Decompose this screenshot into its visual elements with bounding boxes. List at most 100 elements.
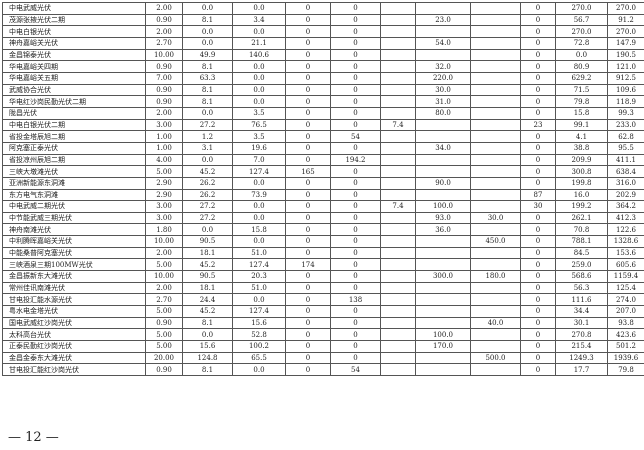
value-cell (380, 258, 416, 272)
value-cell: 34.0 (415, 141, 471, 155)
value-cell (470, 48, 521, 62)
station-name-cell: 武威协合光伏 (2, 83, 146, 97)
value-cell (380, 188, 416, 202)
value-cell: 0 (520, 13, 556, 27)
value-cell: 8.1 (182, 95, 233, 108)
table-row: 太科高台光伏 5.00 0.0 52.8 0 0 100.0 0 270.8 423.6 (2, 328, 644, 342)
value-cell: 30.0 (415, 83, 471, 97)
station-name-cell: 中电武威光伏 (2, 2, 146, 15)
value-cell (380, 2, 416, 15)
value-cell: 138 (330, 293, 381, 307)
value-cell: 19.6 (232, 141, 286, 155)
station-name-cell: 金昌金泰东大滩光伏 (2, 351, 146, 365)
value-cell: 1939.6 (607, 351, 644, 365)
value-cell: 0.0 (232, 363, 286, 376)
value-cell: 153.6 (607, 246, 644, 260)
value-cell: 0.90 (145, 316, 183, 330)
value-cell: 79.8 (607, 363, 644, 376)
value-cell: 300.8 (555, 165, 608, 178)
value-cell: 199.8 (555, 176, 608, 190)
value-cell: 65.5 (232, 351, 286, 365)
value-cell: 274.0 (607, 293, 644, 307)
value-cell (380, 246, 416, 260)
value-cell (470, 71, 521, 85)
value-cell: 300.0 (415, 270, 471, 283)
value-cell (470, 293, 521, 307)
value-cell: 1.00 (145, 130, 183, 143)
value-cell: 1.00 (145, 141, 183, 155)
value-cell: 0 (330, 141, 381, 155)
value-cell: 0 (520, 351, 556, 365)
value-cell: 127.4 (232, 165, 286, 178)
value-cell: 8.1 (182, 60, 233, 73)
value-cell: 15.8 (555, 106, 608, 120)
value-cell (380, 36, 416, 50)
value-cell: 0 (285, 141, 331, 155)
value-cell: 0.0 (182, 223, 233, 237)
table-row: 国电武威红沙岗光伏 0.90 8.1 15.6 0 0 40.0 0 30.1 93.8 (2, 316, 644, 330)
value-cell: 0 (330, 25, 381, 38)
page-number: — 12 — (8, 430, 59, 445)
value-cell: 0 (285, 235, 331, 248)
value-cell: 0 (520, 165, 556, 178)
value-cell (380, 340, 416, 353)
value-cell: 0 (285, 211, 331, 225)
table-row: 三峡大墩滩光伏 5.00 45.2 127.4 165 0 0 300.8 638.4 (2, 165, 644, 178)
value-cell: 0 (285, 2, 331, 15)
value-cell: 412.3 (607, 211, 644, 225)
table-row: 中电白银光伏 2.00 0.0 0.0 0 0 0 270.0 270.0 (2, 25, 644, 38)
value-cell (380, 281, 416, 295)
value-cell: 90.0 (415, 176, 471, 190)
value-cell (380, 13, 416, 27)
value-cell: 0 (520, 130, 556, 143)
value-cell: 26.2 (182, 176, 233, 190)
value-cell: 10.00 (145, 270, 183, 283)
value-cell (380, 293, 416, 307)
value-cell: 0.90 (145, 95, 183, 108)
value-cell: 0.90 (145, 363, 183, 376)
table-row: 中电武威二期光伏 3.00 27.2 0.0 0 0 7.4 100.0 30 199.2 364.… (2, 200, 644, 213)
value-cell: 54 (330, 363, 381, 376)
table-row: 武威协合光伏 0.90 8.1 0.0 0 0 30.0 0 71.5 109.6 (2, 83, 644, 97)
station-name-cell: 粤水电金塔光伏 (2, 305, 146, 318)
value-cell: 2.90 (145, 176, 183, 190)
table-row: 甘电投汇能红沙岗光伏 0.90 8.1 0.0 0 54 0 17.7 79.8 (2, 363, 644, 376)
value-cell: 0 (285, 153, 331, 167)
value-cell: 0 (330, 106, 381, 120)
value-cell: 0 (520, 340, 556, 353)
value-cell (415, 130, 471, 143)
value-cell: 629.2 (555, 71, 608, 85)
station-name-cell: 常州佳讯南滩光伏 (2, 281, 146, 295)
value-cell: 10.00 (145, 235, 183, 248)
value-cell: 84.5 (555, 246, 608, 260)
station-name-cell: 金昌振新东大滩光伏 (2, 270, 146, 283)
value-cell: 51.0 (232, 246, 286, 260)
value-cell: 76.5 (232, 118, 286, 132)
value-cell: 0 (520, 2, 556, 15)
value-cell: 316.0 (607, 176, 644, 190)
value-cell: 0 (520, 83, 556, 97)
value-cell: 17.7 (555, 363, 608, 376)
value-cell: 0.0 (182, 36, 233, 50)
value-cell: 73.9 (232, 188, 286, 202)
station-name-cell: 神舟嘉峪关光伏 (2, 36, 146, 50)
value-cell (470, 223, 521, 237)
value-cell: 0 (285, 118, 331, 132)
value-cell (415, 48, 471, 62)
value-cell: 202.9 (607, 188, 644, 202)
value-cell: 180.0 (470, 270, 521, 283)
value-cell: 0 (285, 363, 331, 376)
value-cell: 100.0 (415, 328, 471, 342)
value-cell: 0 (330, 281, 381, 295)
table-row: 神舟嘉峪关光伏 2.70 0.0 21.1 0 0 54.0 0 72.8 147.9 (2, 36, 644, 50)
value-cell: 0 (285, 281, 331, 295)
value-cell: 174 (285, 258, 331, 272)
value-cell: 0 (285, 188, 331, 202)
value-cell: 0 (285, 316, 331, 330)
value-cell: 0 (330, 223, 381, 237)
value-cell: 32.0 (415, 60, 471, 73)
value-cell: 0 (330, 83, 381, 97)
value-cell: 0 (520, 211, 556, 225)
value-cell: 0.90 (145, 60, 183, 73)
value-cell (470, 36, 521, 50)
